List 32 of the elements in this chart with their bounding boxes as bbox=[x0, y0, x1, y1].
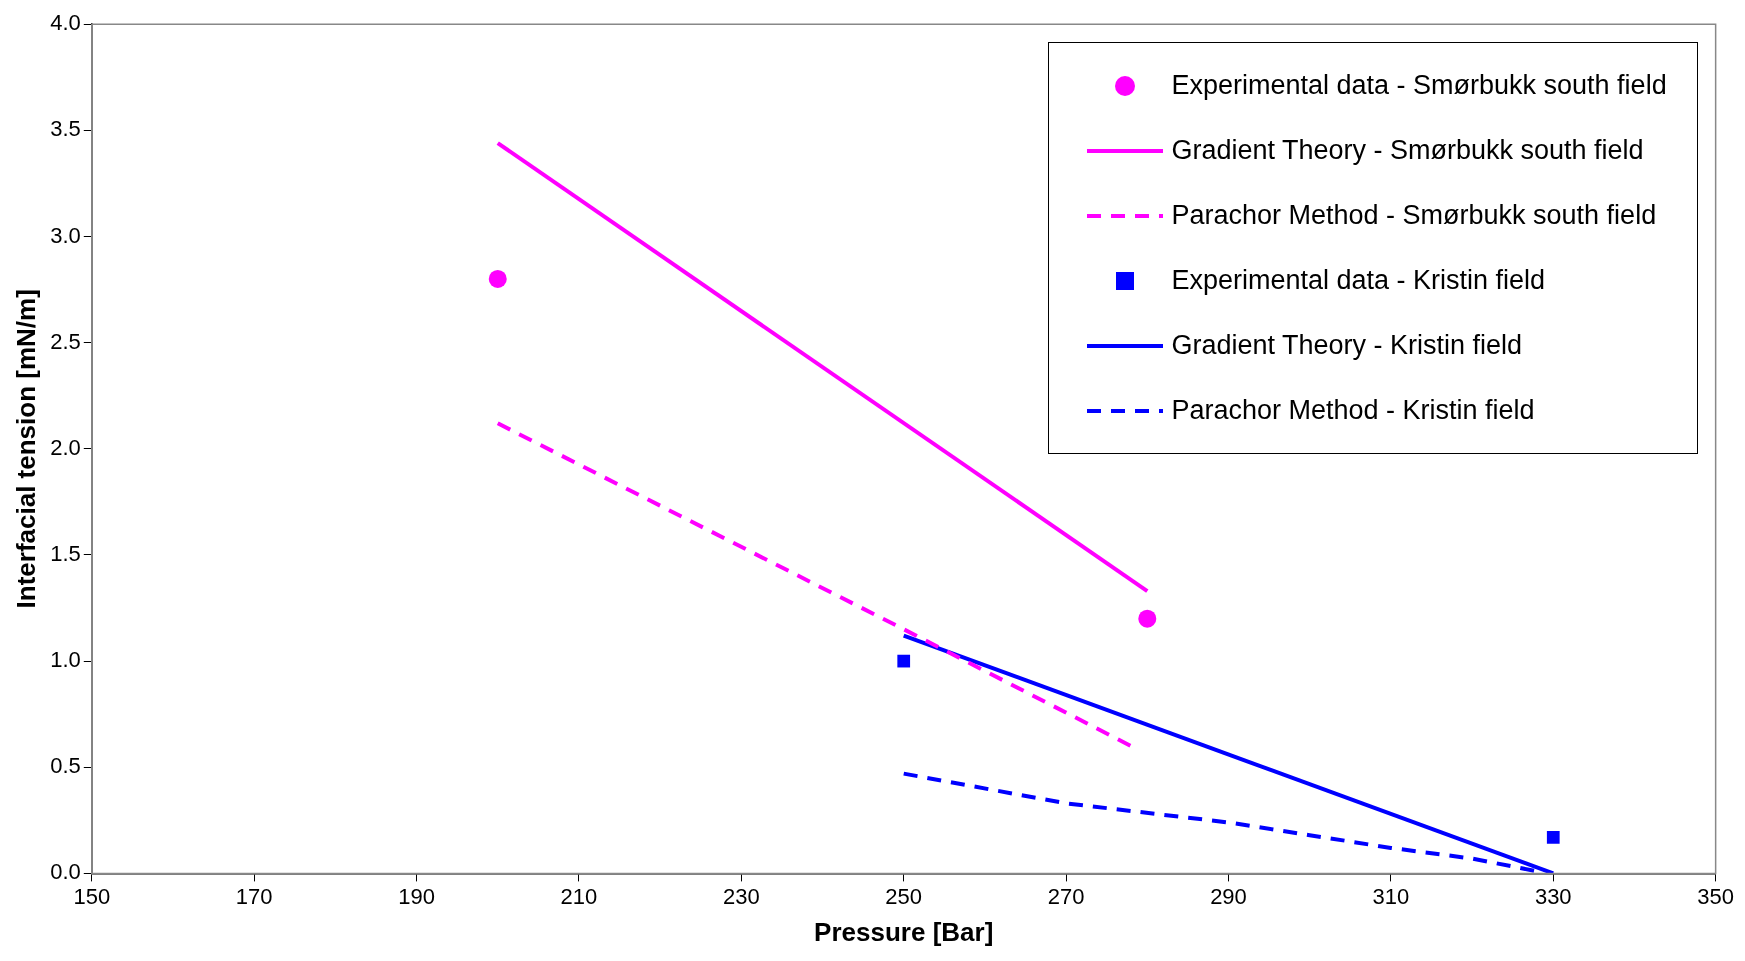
y-tick-label: 2.5 bbox=[50, 328, 81, 354]
x-tick-label: 170 bbox=[235, 883, 273, 909]
y-tick-label: 3.0 bbox=[50, 222, 81, 248]
legend-label: Experimental data - Smørbukk south field bbox=[1171, 70, 1667, 102]
x-tick-label: 190 bbox=[398, 883, 435, 909]
x-tick-label: 290 bbox=[1210, 883, 1247, 909]
legend-label: Gradient Theory - Smørbukk south field bbox=[1171, 135, 1644, 167]
x-tick-label: 230 bbox=[722, 883, 760, 909]
point bbox=[1546, 830, 1560, 844]
x-tick-label: 350 bbox=[1697, 883, 1735, 909]
x-axis-title: Pressure [Bar] bbox=[814, 916, 994, 947]
x-tick-label: 150 bbox=[73, 883, 111, 909]
x-tick-label: 250 bbox=[885, 883, 923, 909]
y-tick-label: 1.5 bbox=[50, 541, 81, 567]
legend-label: Gradient Theory - Kristin field bbox=[1171, 330, 1523, 362]
point bbox=[488, 269, 507, 288]
y-tick-label: 3.5 bbox=[50, 116, 81, 142]
x-tick-label: 210 bbox=[560, 883, 598, 909]
legend-label: Parachor Method - Kristin field bbox=[1171, 395, 1535, 427]
y-tick-label: 0.0 bbox=[50, 859, 81, 885]
y-tick-label: 4.0 bbox=[50, 10, 81, 36]
y-tick-label: 2.0 bbox=[50, 434, 81, 460]
y-tick-label: 1.0 bbox=[50, 647, 81, 673]
x-tick-label: 270 bbox=[1047, 883, 1085, 909]
point bbox=[897, 654, 911, 668]
legend-label: Parachor Method - Smørbukk south field bbox=[1171, 200, 1657, 232]
legend-label: Experimental data - Kristin field bbox=[1171, 265, 1546, 297]
x-tick-label: 330 bbox=[1534, 883, 1572, 909]
x-tick-label: 310 bbox=[1372, 883, 1410, 909]
y-axis-title: Interfacial tension [mN/m] bbox=[10, 289, 41, 609]
point bbox=[1138, 609, 1157, 628]
y-tick-label: 0.5 bbox=[50, 753, 81, 779]
